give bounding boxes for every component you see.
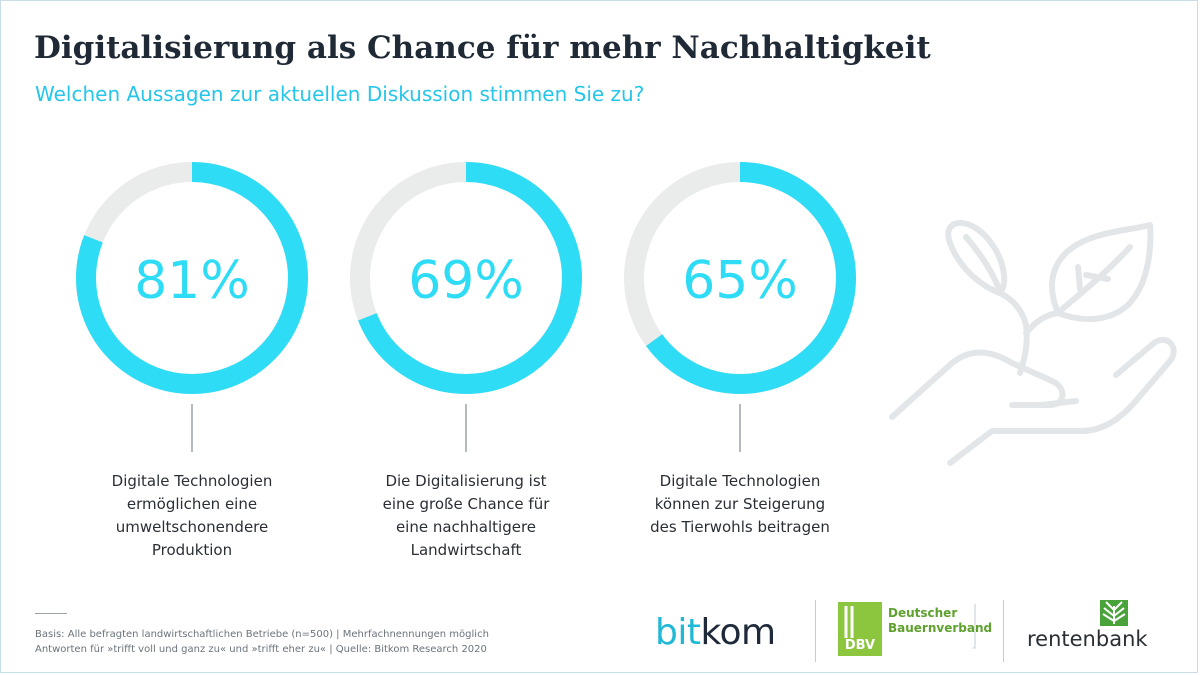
dbv-logo-mark-text: DBV: [844, 638, 876, 653]
donut-arc-1: [76, 162, 308, 394]
bitkom-logo: bitkom: [655, 612, 776, 653]
hand-with-plant-icon: [889, 220, 1177, 466]
donut-arc-2: [350, 162, 582, 394]
dbv-logo-line-1: Deutscher: [888, 606, 958, 620]
page-title: Digitalisierung als Chance für mehr Nach…: [34, 30, 931, 66]
caption-line: eine nachhaltigere: [395, 518, 537, 536]
donut-chart: 81% 69% 65%: [76, 162, 856, 452]
footer-rule: [35, 613, 67, 614]
dbv-logo-mark: DBV: [838, 602, 882, 656]
donut-caption-1: Digitale Technologien ermöglichen eine umw…: [72, 470, 312, 562]
page-subtitle: Welchen Aussagen zur aktuellen Diskussio…: [35, 82, 645, 106]
logo-divider: [815, 600, 816, 662]
caption-line: Digitale Technologien: [659, 472, 821, 490]
rentenbank-logo-text: rentenbank: [1027, 627, 1148, 651]
caption-line: umweltschonendere: [115, 518, 269, 536]
caption-line: Digitale Technologien: [111, 472, 273, 490]
dbv-logo-line-2: Bauernverband: [888, 621, 993, 635]
donut-value-label-2: 69%: [408, 251, 524, 311]
caption-line: ermöglichen eine: [126, 495, 258, 513]
bitkom-logo-part-1: bit: [655, 612, 701, 653]
donut-arc-3: [624, 162, 856, 394]
caption-line: können zur Steigerung: [654, 495, 826, 513]
dbv-logo-text: Deutscher Bauernverband: [888, 606, 992, 636]
footnote-line-2: Antworten für »trifft voll und ganz zu« …: [35, 644, 487, 655]
dbv-underline-bracket: [973, 604, 976, 649]
donut-caption-2: Die Digitalisierung ist eine große Chance…: [346, 470, 586, 562]
donut-value-label-3: 65%: [682, 251, 798, 311]
donut-caption-3: Digitale Technologien können zur Steigeru…: [620, 470, 860, 539]
footnote-line-1: Basis: Alle befragten landwirtschaftlich…: [35, 629, 489, 640]
rentenbank-logo-mark: [1100, 600, 1128, 626]
logo-divider: [1003, 600, 1004, 662]
footnote: Basis: Alle befragten landwirtschaftlich…: [35, 627, 489, 657]
bitkom-logo-part-2: kom: [700, 612, 776, 653]
caption-line: eine große Chance für: [382, 495, 550, 513]
caption-line: Die Digitalisierung ist: [385, 472, 547, 490]
donut-value-label-1: 81%: [134, 251, 250, 311]
caption-line: des Tierwohls beitragen: [650, 518, 830, 536]
caption-line: Produktion: [151, 541, 233, 559]
caption-line: Landwirtschaft: [410, 541, 522, 559]
